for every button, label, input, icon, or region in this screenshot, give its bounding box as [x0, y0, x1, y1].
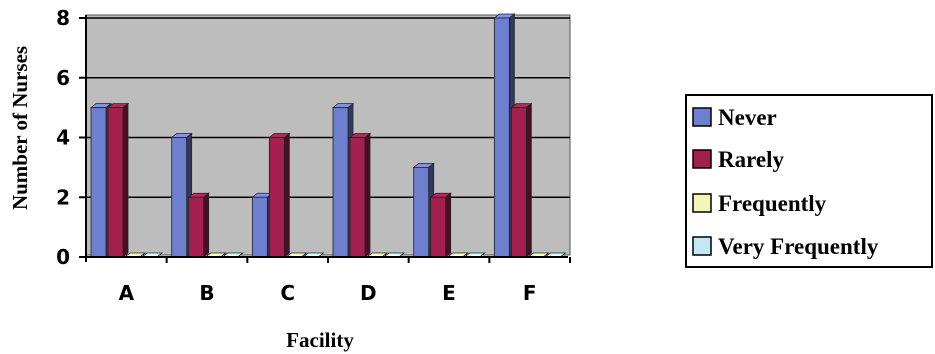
bar-side [381, 252, 388, 258]
bar [413, 166, 430, 258]
legend: Never Rarely Frequently Very Frequently [685, 94, 933, 268]
bar-side [139, 252, 146, 258]
x-axis-title: Facility [286, 328, 354, 352]
bar-side [283, 132, 290, 258]
bar [107, 107, 124, 258]
legend-label: Rarely [718, 147, 785, 172]
bar-side [479, 252, 485, 258]
y-tick-label: 2 [56, 185, 70, 209]
bar-side [462, 252, 468, 258]
bar [171, 137, 188, 258]
x-ticks: A B C D E F [119, 257, 571, 305]
bar-side [237, 252, 243, 258]
y-tick-label: 8 [56, 6, 70, 30]
legend-label: Very Frequently [718, 234, 879, 259]
legend-label: Frequently [718, 191, 827, 216]
bar-side [560, 252, 566, 258]
legend-swatch [692, 236, 712, 256]
legend-swatch [692, 149, 712, 169]
x-tick-label: D [360, 281, 377, 305]
bar-side [220, 252, 226, 258]
bar-side [398, 252, 405, 258]
legend-label: Never [718, 105, 777, 130]
bar [349, 137, 366, 258]
bar-side [122, 102, 129, 258]
bar [430, 196, 447, 258]
bar-side [543, 252, 549, 258]
bar [251, 196, 268, 258]
bars [89, 13, 567, 258]
bar [188, 196, 205, 258]
bar-side [525, 102, 532, 258]
x-tick-label: E [442, 281, 456, 305]
y-ticks: 0 2 4 6 8 [56, 6, 86, 269]
bar [493, 17, 510, 258]
bar [268, 137, 285, 258]
x-tick-label: A [119, 281, 135, 305]
legend-swatch [692, 193, 712, 213]
x-tick-label: F [523, 281, 537, 305]
gridlines [86, 17, 570, 198]
legend-box [685, 94, 933, 268]
bar-side [445, 192, 452, 258]
y-axis-title: Number of Nurses [8, 46, 32, 210]
bar-side [156, 252, 163, 258]
y-tick-label: 0 [56, 245, 70, 269]
y-tick-label: 4 [56, 126, 70, 150]
bar-side [203, 192, 210, 258]
bar-side [364, 132, 371, 258]
legend-swatch [692, 107, 712, 127]
y-tick-label: 6 [56, 66, 70, 90]
plot-area [85, 14, 571, 256]
bar [332, 107, 349, 258]
x-tick-label: C [280, 281, 295, 305]
bar [510, 107, 527, 258]
bar-side [301, 252, 307, 258]
x-tick-label: B [199, 281, 214, 305]
bar-side [318, 252, 324, 258]
bar [90, 107, 107, 258]
